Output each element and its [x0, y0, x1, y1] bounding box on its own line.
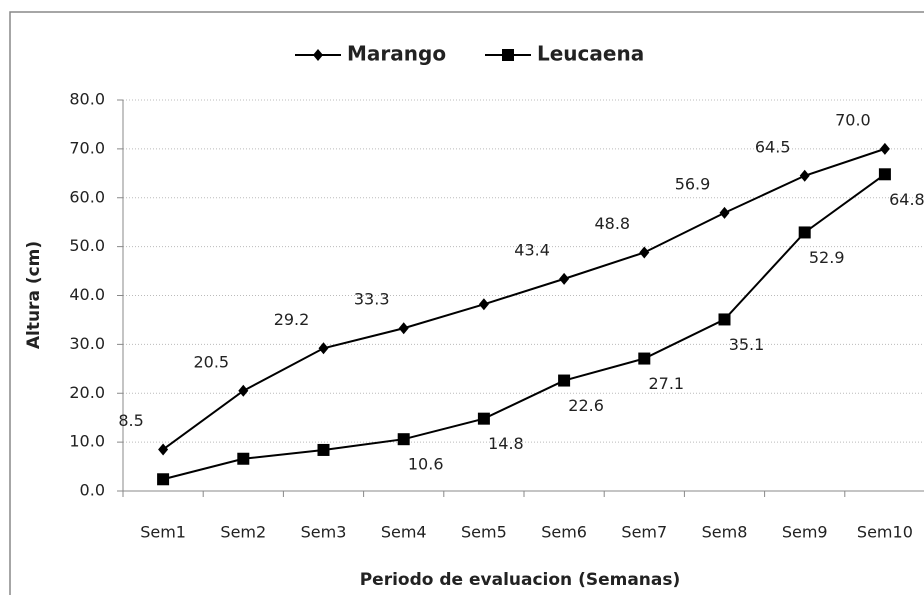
data-label: 64.8	[889, 190, 924, 209]
x-tick-label: Sem2	[220, 523, 266, 542]
x-tick-label: Sem5	[461, 523, 507, 542]
series-line	[162, 173, 886, 481]
data-label: 48.8	[594, 214, 630, 233]
data-point	[397, 433, 410, 446]
y-tick-label: 20.0	[69, 383, 105, 402]
data-point	[719, 206, 730, 219]
data-label: 33.3	[354, 290, 390, 309]
y-tick-label: 0.0	[80, 481, 105, 500]
data-label: 14.8	[488, 434, 524, 453]
data-label: 29.2	[274, 310, 310, 329]
data-point	[638, 352, 651, 365]
data-label: 43.4	[514, 240, 550, 259]
data-point	[798, 226, 811, 239]
y-tick-label: 50.0	[69, 236, 105, 255]
data-label: 64.5	[755, 137, 791, 156]
legend-label: Marango	[347, 42, 446, 66]
data-point	[558, 374, 571, 387]
x-tick-label: Sem3	[301, 523, 347, 542]
data-label: 20.5	[193, 352, 229, 371]
y-tick-label: 30.0	[69, 334, 105, 353]
data-point	[157, 473, 170, 486]
data-point	[318, 342, 329, 355]
y-tick-label: 40.0	[69, 285, 105, 304]
data-point	[398, 322, 409, 335]
data-point	[478, 298, 489, 311]
data-label: 27.1	[648, 374, 684, 393]
legend-marker	[502, 49, 514, 61]
data-point	[559, 272, 570, 285]
data-label: 10.6	[408, 455, 444, 474]
x-tick-label: Sem7	[621, 523, 667, 542]
y-axis-title: Altura (cm)	[24, 241, 44, 349]
data-point	[477, 412, 490, 425]
y-tick-label: 10.0	[69, 432, 105, 451]
data-point	[718, 313, 731, 326]
y-tick-label: 70.0	[69, 138, 105, 157]
x-tick-label: Sem6	[541, 523, 587, 542]
data-label: 52.9	[809, 248, 845, 267]
data-label: 8.5	[118, 411, 143, 430]
data-point	[158, 443, 169, 456]
data-point	[317, 443, 330, 456]
series-line	[162, 147, 886, 451]
chart-frame	[9, 11, 924, 595]
data-label: 22.6	[568, 396, 604, 415]
data-point	[878, 168, 891, 181]
x-tick-label: Sem8	[702, 523, 748, 542]
data-point	[237, 452, 250, 465]
legend-label: Leucaena	[537, 42, 644, 66]
data-label: 70.0	[835, 110, 871, 129]
data-label: 56.9	[675, 174, 711, 193]
data-point	[238, 384, 249, 397]
x-tick-label: Sem1	[140, 523, 186, 542]
x-tick-label: Sem4	[381, 523, 427, 542]
x-tick-label: Sem9	[782, 523, 828, 542]
data-label: 35.1	[729, 335, 765, 354]
data-point	[879, 142, 890, 155]
legend-marker	[313, 49, 323, 61]
x-axis-title: Periodo de evaluacion (Semanas)	[360, 570, 681, 590]
y-tick-label: 80.0	[69, 90, 105, 109]
data-point	[799, 169, 810, 182]
data-point	[639, 246, 650, 259]
x-tick-label: Sem10	[857, 523, 913, 542]
y-tick-label: 60.0	[69, 187, 105, 206]
